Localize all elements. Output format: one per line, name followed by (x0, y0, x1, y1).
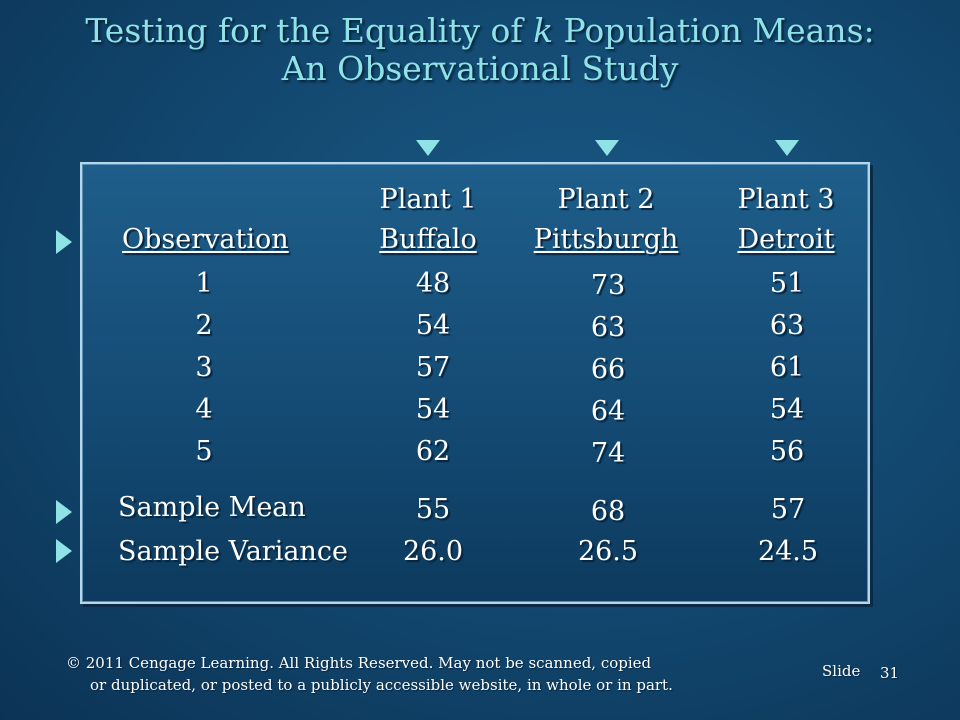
triangle-down-icon (595, 140, 619, 156)
plant-1-value: 54 (415, 394, 451, 425)
title-line-1: Testing for the Equality of k Population… (0, 12, 960, 50)
title-line-2: An Observational Study (281, 49, 679, 88)
plant-3-city: Detroit (737, 224, 835, 255)
plant-1-value: 48 (415, 268, 451, 299)
data-table-panel (80, 162, 870, 604)
title-text: Testing for the Equality of (85, 11, 534, 50)
plant-1-name: Plant 1 (379, 184, 477, 215)
observation-header: Observation (122, 224, 289, 255)
copyright-line-1: © 2011 Cengage Learning. All Rights Rese… (66, 654, 652, 672)
plant-2-city: Pittsburgh (533, 224, 679, 255)
plant-1-city: Buffalo (379, 224, 477, 255)
plant-3-mean: 57 (770, 494, 806, 525)
observation-number: 1 (195, 268, 213, 299)
triangle-down-icon (775, 140, 799, 156)
plant-3-value: 54 (769, 394, 805, 425)
plant-2-value: 64 (590, 396, 626, 427)
title-k: k (533, 11, 554, 50)
plant-3-value: 51 (769, 268, 805, 299)
slide-title: Testing for the Equality of k Population… (0, 12, 960, 88)
plant-2-value: 73 (590, 270, 626, 301)
triangle-right-icon (56, 230, 72, 254)
copyright-line-2: or duplicated, or posted to a publicly a… (90, 676, 673, 694)
plant-1-mean: 55 (415, 494, 451, 525)
triangle-right-icon (56, 539, 72, 563)
plant-1-value: 62 (415, 436, 451, 467)
plant-3-name: Plant 3 (737, 184, 835, 215)
plant-1-value: 54 (415, 310, 451, 341)
observation-number: 2 (195, 310, 213, 341)
observation-number: 5 (195, 436, 213, 467)
plant-2-value: 74 (590, 438, 626, 469)
plant-3-variance: 24.5 (757, 536, 819, 567)
sample-mean-label: Sample Mean (118, 492, 306, 523)
triangle-right-icon (56, 500, 72, 524)
plant-3-value: 61 (769, 352, 805, 383)
plant-2-name: Plant 2 (557, 184, 655, 215)
plant-1-variance: 26.0 (402, 536, 464, 567)
slide-number: 31 (880, 664, 900, 682)
plant-2-variance: 26.5 (577, 536, 639, 567)
plant-3-value: 63 (769, 310, 805, 341)
plant-1-value: 57 (415, 352, 451, 383)
slide-label: Slide (822, 662, 861, 680)
plant-2-mean: 68 (590, 496, 626, 527)
plant-2-value: 63 (590, 312, 626, 343)
plant-3-value: 56 (769, 436, 805, 467)
observation-number: 3 (195, 352, 213, 383)
observation-number: 4 (195, 394, 213, 425)
sample-variance-label: Sample Variance (118, 536, 348, 567)
plant-2-value: 66 (590, 354, 626, 385)
title-text-end: Population Means: (553, 11, 875, 50)
triangle-down-icon (416, 140, 440, 156)
copyright-notice: © 2011 Cengage Learning. All Rights Rese… (66, 652, 786, 696)
